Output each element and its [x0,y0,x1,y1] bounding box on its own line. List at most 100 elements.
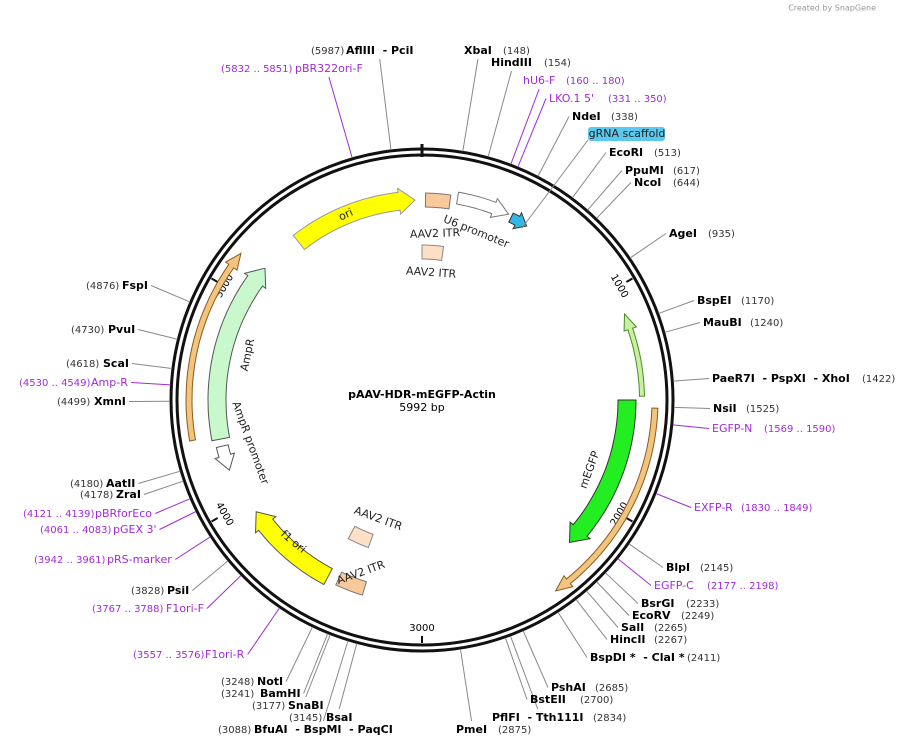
ring-tick [625,517,633,523]
leader-line [305,634,331,698]
leader-line [462,58,479,152]
primer-range: (3942 .. 3961) [34,555,106,566]
enzyme-name: PvuI [108,323,135,336]
u6-arrow [456,191,510,219]
ampr-arrow [207,267,267,442]
enzyme-name: BspDI * - ClaI * [590,651,685,664]
green-arc [623,312,646,397]
primer-name: pBRforEco [95,507,152,520]
enzyme-position: (4178) [80,490,113,501]
enzyme-position: (4618) [66,359,99,370]
enzyme-position: (2685) [595,683,628,694]
enzyme-name: ZraI [116,488,141,501]
feature-label: AAV2 ITR [406,264,457,281]
enzyme-position: (513) [654,148,681,159]
enzyme-position: (2700) [580,695,613,706]
ring-tick [211,277,219,283]
enzyme-name: MauBI [703,316,742,329]
enzyme-name: AgeI [669,227,697,240]
leader-line [605,572,639,604]
leader-line [206,575,242,609]
leader-line [285,626,313,682]
primer-range: (3557 .. 3576) [133,650,205,661]
orange-arc [554,407,659,592]
enzyme-position: (2834) [593,713,626,724]
leader-line [487,70,512,157]
leader-line [322,640,349,722]
enzyme-position: (1170) [741,296,774,307]
leader-line [629,233,667,259]
primer-name: F1ori-F [166,602,204,615]
enzyme-position: (3145) [289,713,322,724]
enzyme-name: NdeI [572,110,601,123]
feature-label: ori [337,206,355,224]
primer-name: EGFP-C [654,579,694,592]
leader-line [303,633,329,694]
enzyme-name: HincII [610,633,646,646]
enzyme-position: (2249) [681,611,714,622]
feature-label: gRNA scaffold [589,127,666,140]
leader-line [338,643,358,710]
leader-line [522,630,549,688]
primer-name: LKO.1 5' [549,92,594,105]
leader-line [379,58,392,150]
enzyme-position: (2411) [687,653,720,664]
enzyme-name: NcoI [634,176,661,189]
enzyme-position: (2875) [498,725,531,736]
enzyme-name: PpuMI [625,164,664,177]
leader-line [138,470,181,484]
leader-line [131,382,171,386]
enzyme-position: (2233) [686,599,719,610]
leader-line [175,536,211,560]
enzyme-position: (1240) [750,318,783,329]
enzyme-name: XbaI [464,44,492,57]
ori-arrow [292,187,416,251]
leader-line [159,511,197,530]
enzyme-position: (3241) [221,689,254,700]
ring-tick-label: 3000 [409,623,434,634]
enzyme-position: (644) [673,178,700,189]
feature-label: AAV2 ITR [410,226,461,241]
enzyme-position: (154) [544,58,571,69]
enzyme-name: NotI [257,675,283,688]
primer-name: F1ori-R [205,648,245,661]
enzyme-position: (4876) [86,281,119,292]
enzyme-position: (3177) [252,701,285,712]
enzyme-name: SalI [621,621,644,634]
feature-label: AmpR [238,337,258,372]
primer-name: EGFP-N [712,422,752,435]
leader-line [557,611,588,658]
leader-line [521,139,589,229]
itr-box [421,244,445,261]
enzyme-position: (3088) [218,725,251,736]
enzyme-name: PshAI [551,681,586,694]
enzyme-name: PmeI [456,723,487,736]
ring-tick [211,517,219,523]
leader-line [586,590,619,628]
leader-lines [128,58,711,722]
enzyme-name: XmnI [94,395,126,408]
leader-line [575,599,608,640]
orange-arc [185,252,242,442]
enzyme-position: (148) [503,46,530,57]
enzyme-name: BamHI [260,687,301,700]
plasmid-length: 5992 bp [399,401,444,414]
primer-range: (1569 .. 1590) [764,424,836,435]
leader-line [155,498,191,514]
itr-box [347,525,374,549]
leader-line [655,493,692,508]
leader-line [664,322,701,333]
itr-box [424,192,452,210]
enzyme-position: (4499) [57,397,90,408]
ring-tick-label: 1000 [608,272,630,300]
primer-range: (2177 .. 2198) [707,581,779,592]
enzyme-position: (4180) [70,479,103,490]
primer-range: (4530 .. 4549) [19,378,91,389]
feature-label-box [588,127,665,141]
primer-name: pGEX 3' [113,523,157,536]
enzyme-name: NsiI [713,402,737,415]
leader-line [673,378,710,382]
leader-line [672,424,710,429]
enzyme-position: (2267) [654,635,687,646]
